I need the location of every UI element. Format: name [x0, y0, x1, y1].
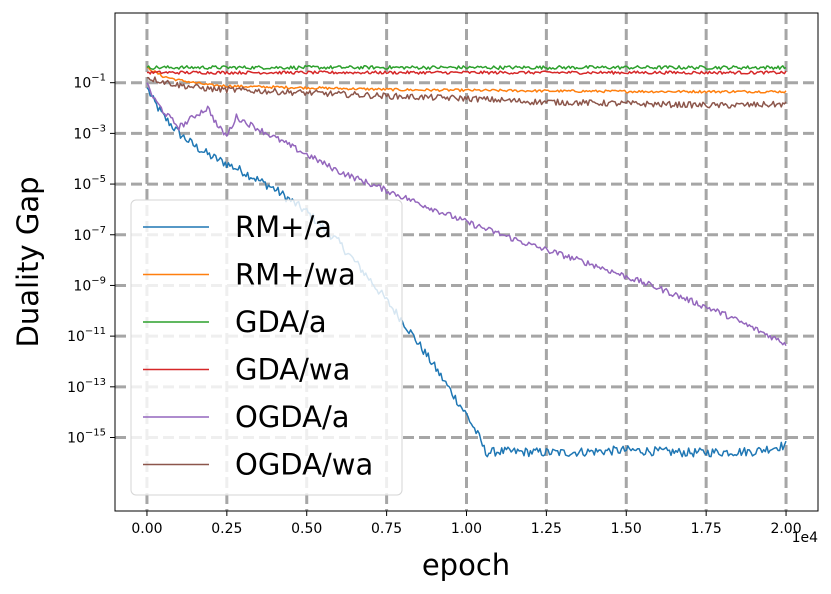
- y-tick-label: 10−7: [73, 225, 106, 244]
- y-tick-label: 10−5: [73, 174, 106, 193]
- legend-label: RM+/wa: [235, 258, 356, 292]
- series-line-ogda-wa: [146, 76, 787, 109]
- legend-label: GDA/wa: [235, 353, 350, 387]
- x-tick-label: 1.75: [691, 521, 722, 537]
- series-line-rm-a: [146, 87, 787, 458]
- y-tick-label: 10−11: [67, 326, 106, 345]
- x-axis-multiplier: 1e4: [792, 530, 819, 546]
- legend-label: OGDA/wa: [235, 448, 373, 482]
- x-tick-label: 0.50: [291, 521, 322, 537]
- x-tick-label: 1.25: [531, 521, 562, 537]
- x-tick-label: 1.50: [611, 521, 642, 537]
- y-tick-label: 10−9: [73, 275, 106, 294]
- x-tick-label: 0.00: [131, 521, 162, 537]
- x-axis-label: epoch: [422, 548, 510, 582]
- x-tick-label: 1.00: [451, 521, 482, 537]
- series-line-gda-a: [146, 64, 787, 71]
- y-tick-label: 10−13: [67, 377, 106, 396]
- x-tick-label: 2.00: [770, 521, 801, 537]
- series-line-gda-wa: [146, 70, 787, 75]
- legend-label: GDA/a: [235, 305, 327, 339]
- y-axis-label: Duality Gap: [11, 177, 45, 348]
- legend-label: RM+/a: [235, 210, 332, 244]
- x-tick-label: 0.75: [371, 521, 402, 537]
- y-tick-label: 10−1: [73, 73, 106, 92]
- x-tick-label: 0.25: [211, 521, 242, 537]
- legend-label: OGDA/a: [235, 400, 350, 434]
- series-line-ogda-a: [146, 82, 787, 347]
- y-tick-label: 10−15: [67, 428, 106, 447]
- y-tick-label: 10−3: [73, 123, 106, 142]
- series-line-rm-wa: [146, 66, 787, 94]
